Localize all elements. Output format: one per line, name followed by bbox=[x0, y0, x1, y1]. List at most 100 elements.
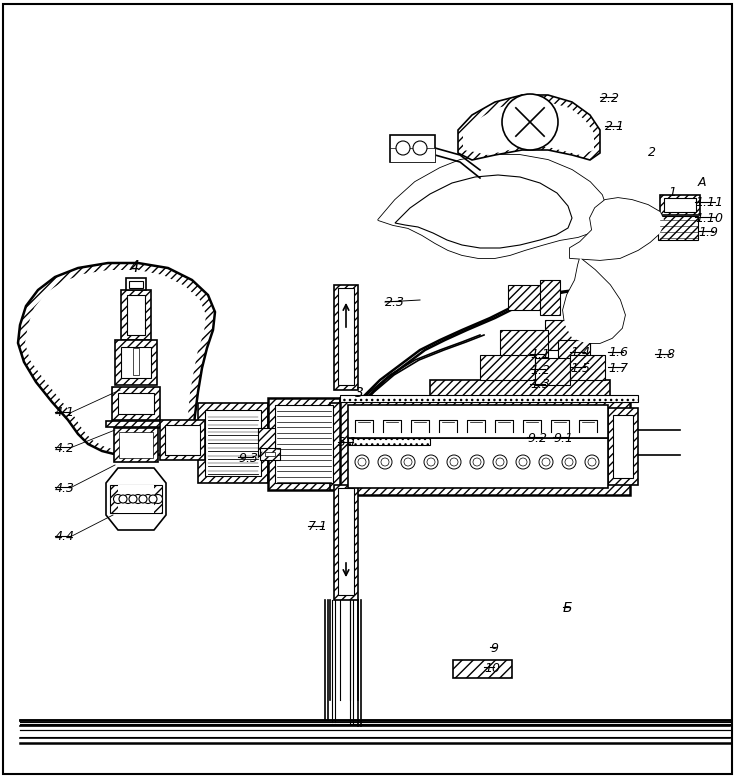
Bar bbox=[110, 485, 162, 513]
Bar bbox=[106, 421, 166, 427]
Bar bbox=[121, 347, 151, 378]
Text: 1.7: 1.7 bbox=[608, 361, 628, 375]
Text: 1.6: 1.6 bbox=[608, 347, 628, 360]
Polygon shape bbox=[458, 95, 600, 160]
Bar bbox=[540, 280, 560, 315]
Circle shape bbox=[473, 458, 481, 466]
Text: 1.1: 1.1 bbox=[530, 349, 550, 361]
Text: 1.4: 1.4 bbox=[570, 347, 590, 360]
Bar bbox=[570, 355, 605, 380]
Text: 1.9: 1.9 bbox=[698, 225, 718, 239]
Circle shape bbox=[585, 455, 599, 469]
Text: 9: 9 bbox=[490, 642, 498, 654]
Circle shape bbox=[149, 495, 157, 503]
Bar bbox=[430, 380, 610, 398]
Bar bbox=[340, 395, 638, 402]
Text: 2.2: 2.2 bbox=[600, 92, 620, 104]
Circle shape bbox=[378, 455, 392, 469]
Bar bbox=[205, 410, 261, 476]
Circle shape bbox=[401, 455, 415, 469]
Circle shape bbox=[427, 458, 435, 466]
Bar bbox=[613, 415, 633, 478]
Text: 1.5: 1.5 bbox=[570, 361, 590, 375]
Polygon shape bbox=[106, 468, 166, 530]
Polygon shape bbox=[378, 155, 607, 258]
Circle shape bbox=[565, 458, 573, 466]
Bar bbox=[129, 281, 143, 288]
Text: 9.2: 9.2 bbox=[527, 431, 547, 444]
Bar bbox=[480, 355, 535, 380]
Bar bbox=[348, 438, 430, 445]
Polygon shape bbox=[563, 258, 625, 343]
Text: 1.2: 1.2 bbox=[530, 364, 550, 377]
Circle shape bbox=[519, 458, 527, 466]
Text: 3.1: 3.1 bbox=[338, 437, 358, 450]
Polygon shape bbox=[25, 270, 206, 452]
Text: 10: 10 bbox=[484, 661, 500, 674]
Circle shape bbox=[396, 141, 410, 155]
Circle shape bbox=[413, 141, 427, 155]
Polygon shape bbox=[570, 198, 665, 260]
Bar bbox=[126, 278, 146, 290]
Circle shape bbox=[588, 458, 596, 466]
Bar bbox=[118, 485, 154, 513]
Text: 1.10: 1.10 bbox=[695, 211, 723, 225]
Circle shape bbox=[154, 494, 163, 503]
Bar bbox=[664, 198, 696, 212]
Bar bbox=[198, 403, 268, 483]
Bar bbox=[608, 408, 638, 485]
Text: A: A bbox=[698, 176, 707, 190]
Polygon shape bbox=[18, 263, 215, 456]
Text: 1.11: 1.11 bbox=[695, 197, 723, 210]
Text: 9.1: 9.1 bbox=[553, 431, 573, 444]
Circle shape bbox=[493, 455, 507, 469]
Text: 2.1: 2.1 bbox=[605, 120, 625, 134]
Bar bbox=[127, 295, 145, 335]
Text: 2: 2 bbox=[648, 147, 656, 159]
Bar bbox=[275, 405, 333, 483]
Bar bbox=[121, 290, 151, 340]
Bar bbox=[260, 448, 280, 460]
Circle shape bbox=[358, 458, 366, 466]
Circle shape bbox=[355, 455, 369, 469]
Circle shape bbox=[124, 494, 132, 503]
Bar bbox=[265, 452, 275, 456]
Text: 2.3: 2.3 bbox=[385, 295, 405, 308]
Text: 4: 4 bbox=[130, 260, 140, 276]
Circle shape bbox=[447, 455, 461, 469]
Bar bbox=[112, 387, 160, 420]
Bar bbox=[133, 348, 139, 375]
Circle shape bbox=[450, 458, 458, 466]
Bar bbox=[258, 428, 275, 456]
Bar bbox=[334, 485, 358, 600]
Circle shape bbox=[133, 494, 143, 503]
Text: 4.3: 4.3 bbox=[55, 482, 75, 494]
Text: Б: Б bbox=[563, 601, 573, 615]
Bar bbox=[535, 358, 570, 385]
Bar bbox=[660, 195, 700, 215]
Text: 1: 1 bbox=[668, 186, 676, 200]
Bar bbox=[338, 488, 354, 595]
Bar bbox=[348, 438, 608, 488]
Bar bbox=[508, 285, 548, 310]
Text: 4.1: 4.1 bbox=[55, 406, 75, 420]
Bar bbox=[558, 340, 590, 365]
Polygon shape bbox=[395, 175, 572, 248]
Bar bbox=[165, 425, 200, 455]
Bar bbox=[390, 135, 435, 162]
Text: 7.1: 7.1 bbox=[308, 521, 328, 534]
Polygon shape bbox=[563, 258, 625, 343]
Bar bbox=[348, 405, 608, 438]
Bar bbox=[453, 660, 512, 678]
Circle shape bbox=[404, 458, 412, 466]
Circle shape bbox=[496, 458, 504, 466]
Bar bbox=[330, 403, 358, 490]
Circle shape bbox=[516, 455, 530, 469]
Circle shape bbox=[119, 495, 127, 503]
Circle shape bbox=[144, 494, 152, 503]
Bar bbox=[114, 428, 158, 462]
Text: 3: 3 bbox=[355, 386, 364, 400]
Polygon shape bbox=[463, 102, 594, 155]
Bar bbox=[160, 420, 205, 460]
Circle shape bbox=[502, 94, 558, 150]
